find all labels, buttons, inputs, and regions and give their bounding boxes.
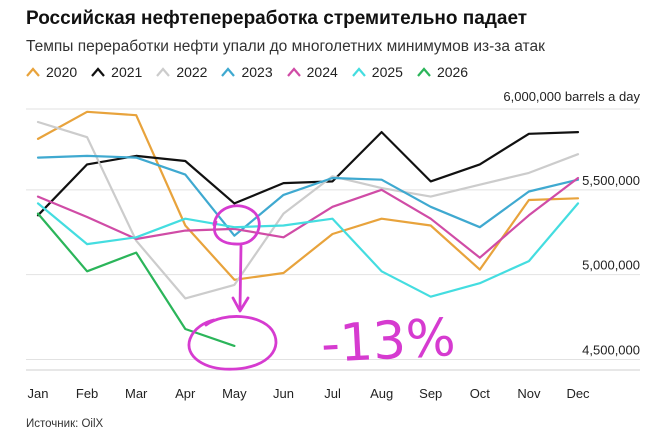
x-tick-label: Nov xyxy=(517,386,541,401)
legend-item-2020: 2020 xyxy=(26,64,77,80)
legend-label: 2025 xyxy=(371,64,403,80)
y-tick-label: 5,500,000 xyxy=(582,173,640,188)
legend-label: 2020 xyxy=(46,64,78,80)
legend-label: 2023 xyxy=(241,64,273,80)
legend-label: 2026 xyxy=(436,64,469,80)
chart-subtitle: Темпы переработки нефти упали до многоле… xyxy=(26,38,545,55)
annotation-arrow-head xyxy=(231,296,250,313)
series-line-2020 xyxy=(36,110,580,281)
source-note: Источник: OilX xyxy=(26,418,104,430)
x-tick-label: Mar xyxy=(125,386,148,401)
legend-swatch xyxy=(417,67,431,77)
series-line-2023 xyxy=(36,154,580,237)
annotation-arrow-shaft xyxy=(238,244,243,310)
x-tick-label: Dec xyxy=(566,386,590,401)
legend-item-2023: 2023 xyxy=(221,64,273,80)
legend-item-2025: 2025 xyxy=(351,64,403,80)
x-tick-label: Jul xyxy=(324,386,341,401)
legend-item-2026: 2026 xyxy=(417,64,468,80)
legend-swatch xyxy=(91,67,105,77)
x-tick-label: Sep xyxy=(419,386,442,401)
y-axis-unit-label: 6,000,000 barrels a day xyxy=(503,89,640,104)
legend-label: 2021 xyxy=(111,64,143,80)
x-tick-label: Feb xyxy=(76,386,98,401)
legend-label: 2024 xyxy=(306,64,338,80)
legend-swatch xyxy=(156,67,171,77)
legend-item-2024: 2024 xyxy=(286,64,338,80)
annotation-percent: -13% xyxy=(320,308,457,375)
x-tick-label: Jun xyxy=(273,386,294,401)
legend-swatch xyxy=(286,67,301,77)
legend-swatch xyxy=(26,67,40,77)
x-tick-label: Aug xyxy=(370,386,393,401)
series-line-2025 xyxy=(36,202,580,298)
x-tick-label: Apr xyxy=(175,386,196,401)
series-line-2022 xyxy=(36,120,580,300)
legend-label: 2022 xyxy=(176,64,208,80)
series-line-2026 xyxy=(36,212,236,347)
legend: 2020 2021 2022 2023 2024 2025 2026 xyxy=(26,64,482,80)
legend-swatch xyxy=(221,67,236,77)
annotation-circle-may xyxy=(212,204,261,246)
y-tick-label: 4,500,000 xyxy=(582,343,640,358)
x-tick-label: May xyxy=(222,386,247,401)
x-tick-label: Jan xyxy=(28,386,49,401)
x-tick-label: Oct xyxy=(470,386,491,401)
legend-item-2021: 2021 xyxy=(91,64,142,80)
legend-item-2022: 2022 xyxy=(156,64,207,80)
legend-swatch xyxy=(351,67,366,77)
y-tick-label: 5,000,000 xyxy=(582,258,640,273)
chart-title: Российская нефтепереработка стремительно… xyxy=(26,8,528,29)
annotation-circle-2026 xyxy=(187,315,278,371)
